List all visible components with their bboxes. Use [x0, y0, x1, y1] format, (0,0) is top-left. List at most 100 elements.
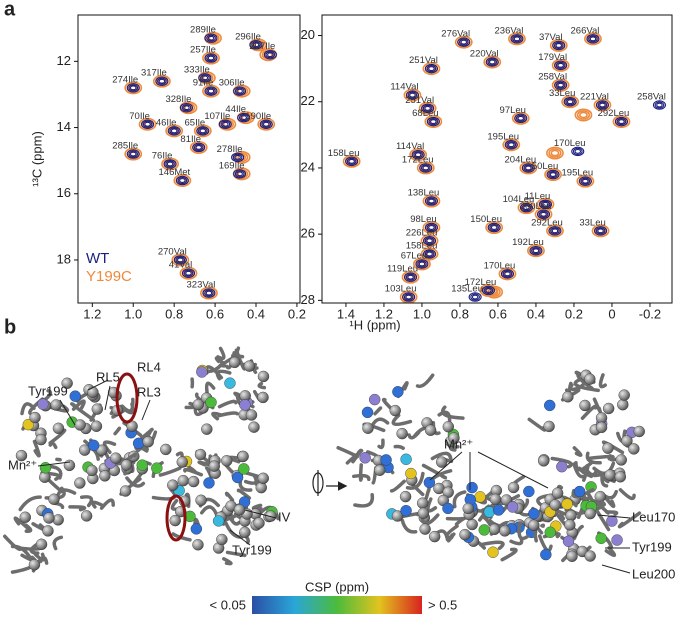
contour: [181, 268, 196, 278]
colorbar-min-label: < 0.05: [209, 597, 246, 612]
contour: [487, 222, 501, 233]
contour: [514, 113, 528, 124]
cartoon: [559, 512, 566, 521]
contour: [554, 80, 568, 90]
contour: [428, 198, 435, 204]
contour: [202, 51, 220, 65]
x-tick-label: 0.6: [489, 306, 507, 321]
contour: [179, 178, 186, 183]
residue-sphere: [556, 460, 568, 473]
peak-label: 150Leu: [470, 214, 502, 225]
cartoon: [478, 540, 505, 551]
residue-sphere: [391, 510, 404, 522]
contour: [124, 81, 143, 95]
peak: [424, 63, 438, 74]
contour: [549, 38, 568, 52]
residue-sphere: [488, 523, 501, 536]
residue-sphere: [110, 452, 122, 464]
contour: [504, 140, 518, 150]
contour: [554, 60, 568, 71]
contour: [197, 127, 208, 135]
residue-sphere: [633, 425, 645, 438]
contour: [426, 116, 440, 127]
panel-label: a: [4, 0, 16, 20]
peak-label: 278Ile: [217, 144, 243, 155]
plot-frame: [321, 14, 673, 304]
cartoon: [537, 534, 553, 553]
peak: [548, 226, 562, 236]
contour: [263, 49, 277, 60]
peak: [415, 259, 429, 269]
cartoon: [373, 406, 383, 416]
residue-sphere: [380, 454, 392, 466]
contour: [549, 172, 557, 177]
plot-frame: [77, 14, 301, 304]
contour: [460, 39, 467, 45]
peak: [595, 100, 610, 110]
contour: [458, 38, 469, 46]
peak-label: 328Ile: [165, 94, 191, 105]
residue-label: Leu200: [632, 566, 675, 581]
peak-label: 65Ile: [185, 117, 206, 128]
residue-sphere: [43, 512, 55, 524]
contour: [591, 224, 610, 238]
peak-label: 274Ile: [112, 74, 138, 85]
contour: [422, 104, 433, 112]
peak: [345, 156, 359, 167]
peak: [405, 90, 419, 100]
contour: [424, 250, 435, 258]
contour: [231, 152, 245, 163]
contour: [204, 86, 218, 96]
residue-sphere: [602, 442, 614, 454]
loop-highlight: [115, 372, 139, 424]
cartoon: [99, 498, 115, 510]
contour: [126, 149, 140, 159]
cartoon: [251, 503, 263, 511]
contour: [586, 34, 600, 44]
cartoon: [618, 488, 636, 501]
peak-label: 179Val: [538, 52, 567, 63]
peak: [422, 236, 437, 246]
peak: [529, 245, 543, 256]
residue-sphere: [487, 546, 499, 558]
contour: [481, 285, 495, 296]
cartoon: [527, 417, 547, 432]
ion-label: Mn²⁺: [8, 457, 37, 472]
residue-sphere: [561, 498, 573, 510]
contour: [422, 221, 441, 234]
peak-label: 146Met: [159, 167, 191, 178]
cartoon: [500, 547, 518, 562]
residue-sphere: [48, 493, 60, 505]
peak-label: 70Ile: [129, 111, 150, 122]
cartoon: [68, 505, 87, 512]
peak: [586, 34, 600, 44]
cartoon: [585, 451, 602, 465]
loop-label: RL4: [137, 359, 161, 374]
residue-sphere: [604, 469, 616, 481]
residue-sphere: [201, 423, 213, 435]
residue-sphere: [400, 453, 412, 465]
residue-sphere: [119, 485, 132, 497]
peak-label: 306Ile: [219, 78, 245, 89]
peak: [468, 292, 482, 302]
contour: [548, 148, 562, 158]
residue-sphere: [257, 472, 269, 485]
contour: [580, 177, 591, 185]
peak: [167, 126, 181, 136]
residue-sphere: [239, 526, 251, 538]
cartoon: [217, 399, 238, 409]
contour: [500, 269, 515, 279]
cartoon: [224, 521, 244, 539]
x-axis-label: ¹H (ppm): [349, 317, 400, 332]
contour: [233, 86, 247, 96]
contour: [579, 111, 588, 119]
peak-label: 323Val: [187, 280, 216, 291]
cartoon: [573, 378, 600, 393]
contour: [502, 138, 521, 152]
cartoon: [32, 439, 41, 458]
residue-sphere: [595, 421, 608, 434]
contour: [550, 227, 560, 235]
contour: [411, 149, 425, 160]
cartoon: [426, 497, 438, 513]
peak-label: 292Leu: [598, 108, 630, 119]
